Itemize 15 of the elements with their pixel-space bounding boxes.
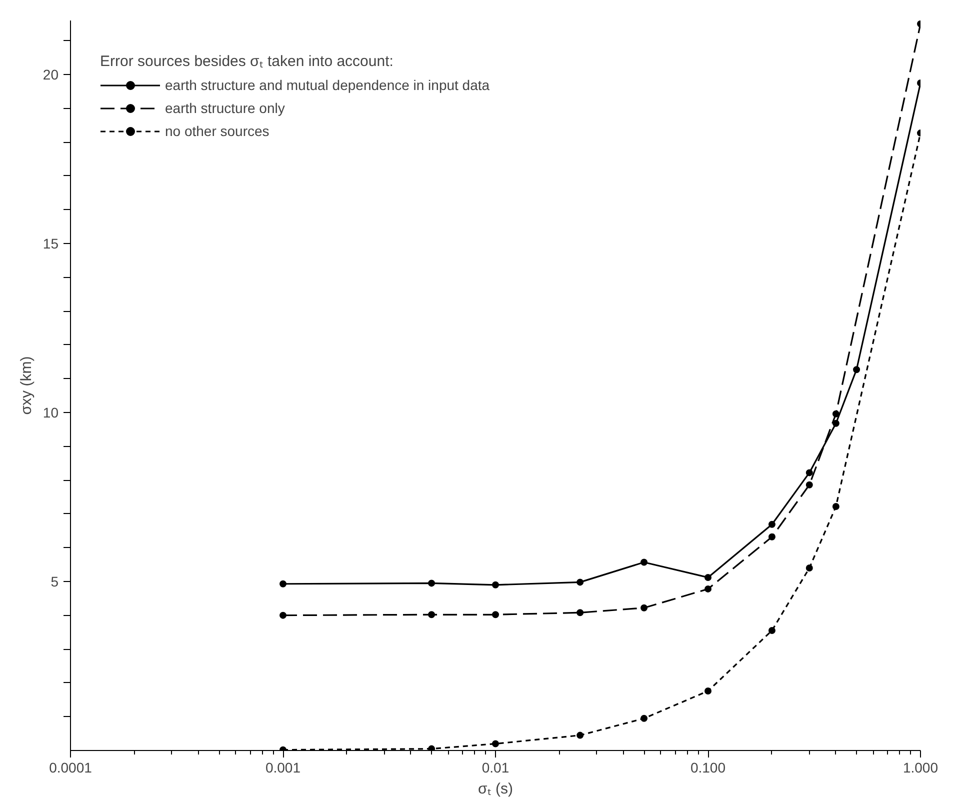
x-tick-label: 0.100 (690, 760, 726, 776)
y-axis-title: σxy (km) (18, 356, 35, 415)
y-tick-label: 10 (42, 404, 59, 421)
y-tick-label: 20 (42, 66, 59, 83)
x-axis-title: σₜ (s) (478, 780, 513, 798)
legend-label: no other sources (165, 123, 270, 139)
x-tick-label: 0.0001 (49, 760, 92, 776)
legend-label: earth structure and mutual dependence in input data (165, 77, 490, 93)
y-tick-label: 15 (42, 236, 59, 252)
x-tick-label: 0.001 (265, 760, 301, 776)
y-tick-label: 5 (50, 574, 59, 590)
legend-label: earth structure only (165, 100, 285, 116)
x-tick-label: 0.01 (482, 760, 510, 776)
legend-title: Error sources besides σₜ taken into account: (100, 52, 394, 70)
x-tick-label: 1.000 (902, 760, 938, 776)
